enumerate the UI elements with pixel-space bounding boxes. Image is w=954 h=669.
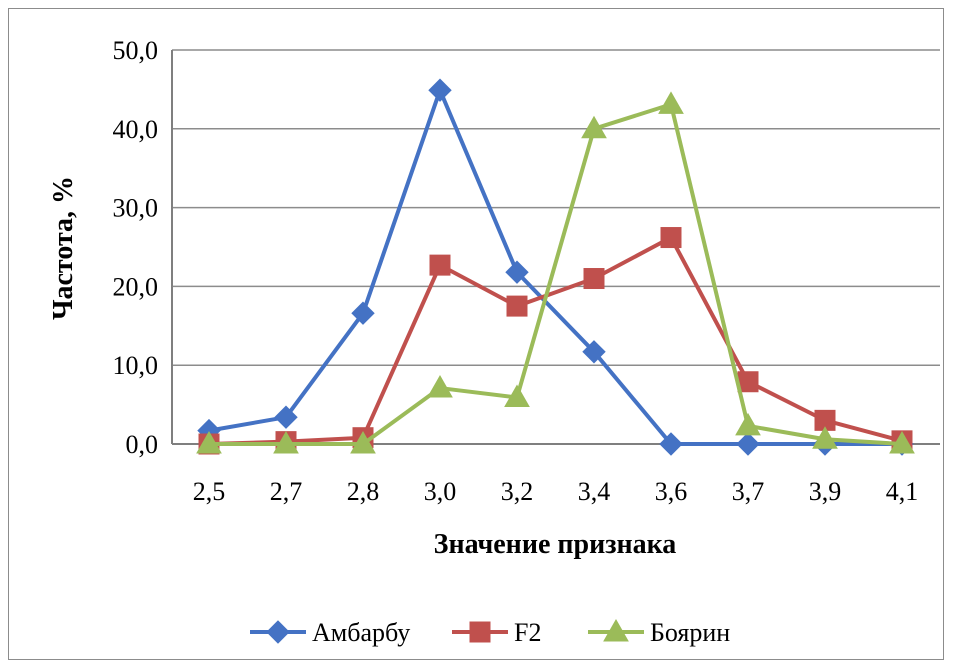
data-point: [812, 426, 838, 449]
data-point: [583, 268, 605, 290]
y-axis-title: Частота, %: [48, 176, 79, 320]
x-axis-ticks: 2,5 2,7 2,8 3,0 3,2 3,4 3,6 3,7 3,9 4,1: [193, 477, 919, 506]
legend-item: Амбарбу: [250, 618, 410, 647]
data-point: [504, 384, 530, 408]
y-tick-label: 0,0: [126, 430, 159, 459]
data-point: [274, 405, 298, 429]
data-point: [427, 375, 453, 398]
data-point: [351, 301, 375, 325]
legend-marker: [469, 621, 491, 643]
data-point: [273, 430, 299, 454]
series-line: [208, 235, 903, 446]
y-tick-label: 10,0: [113, 351, 159, 380]
series-diamond: [197, 78, 914, 456]
legend-label: Боярин: [650, 618, 730, 647]
x-tick-label: 3,0: [424, 477, 457, 506]
data-point: [505, 260, 529, 284]
y-axis-ticks: 0,0 10,0 20,0 30,0 40,0 50,0: [113, 36, 159, 459]
series-triangle: [196, 91, 915, 454]
chart-frame: [8, 8, 944, 660]
y-tick-label: 40,0: [113, 115, 159, 144]
data-point: [736, 432, 760, 456]
x-tick-label: 3,2: [501, 477, 534, 506]
data-point: [658, 91, 684, 114]
gridlines: [171, 49, 940, 445]
y-tick-label: 30,0: [113, 194, 159, 223]
x-tick-label: 2,7: [270, 477, 303, 506]
data-point: [196, 430, 222, 454]
x-tick-label: 2,5: [193, 477, 226, 506]
legend: Амбарбу F2 Боярин: [250, 618, 730, 647]
legend-label: F2: [514, 618, 541, 647]
data-point: [428, 78, 452, 102]
y-tick-label: 20,0: [113, 272, 159, 301]
legend-item: Боярин: [588, 618, 730, 647]
x-tick-label: 2,8: [347, 477, 380, 506]
series-line: [209, 102, 903, 446]
data-point: [659, 432, 683, 456]
legend-marker: [603, 618, 629, 642]
legend-marker: [266, 620, 290, 644]
x-tick-label: 4,1: [886, 477, 919, 506]
series-line: [208, 88, 902, 446]
x-axis-title: Значение признака: [434, 529, 677, 560]
data-point: [582, 340, 606, 364]
data-point: [660, 227, 682, 249]
x-tick-label: 3,9: [809, 477, 842, 506]
legend-label: Амбарбу: [312, 618, 410, 647]
data-point: [889, 430, 915, 454]
data-point: [735, 412, 761, 436]
series-lines: [196, 78, 915, 456]
series-square: [198, 227, 913, 455]
data-point: [506, 295, 528, 317]
data-point: [581, 115, 607, 139]
legend-item: F2: [452, 618, 541, 647]
x-tick-label: 3,4: [578, 477, 611, 506]
x-tick-label: 3,6: [655, 477, 688, 506]
x-tick-label: 3,7: [732, 477, 765, 506]
data-point: [350, 430, 376, 454]
y-tick-label: 50,0: [113, 36, 159, 65]
data-point: [429, 254, 451, 276]
